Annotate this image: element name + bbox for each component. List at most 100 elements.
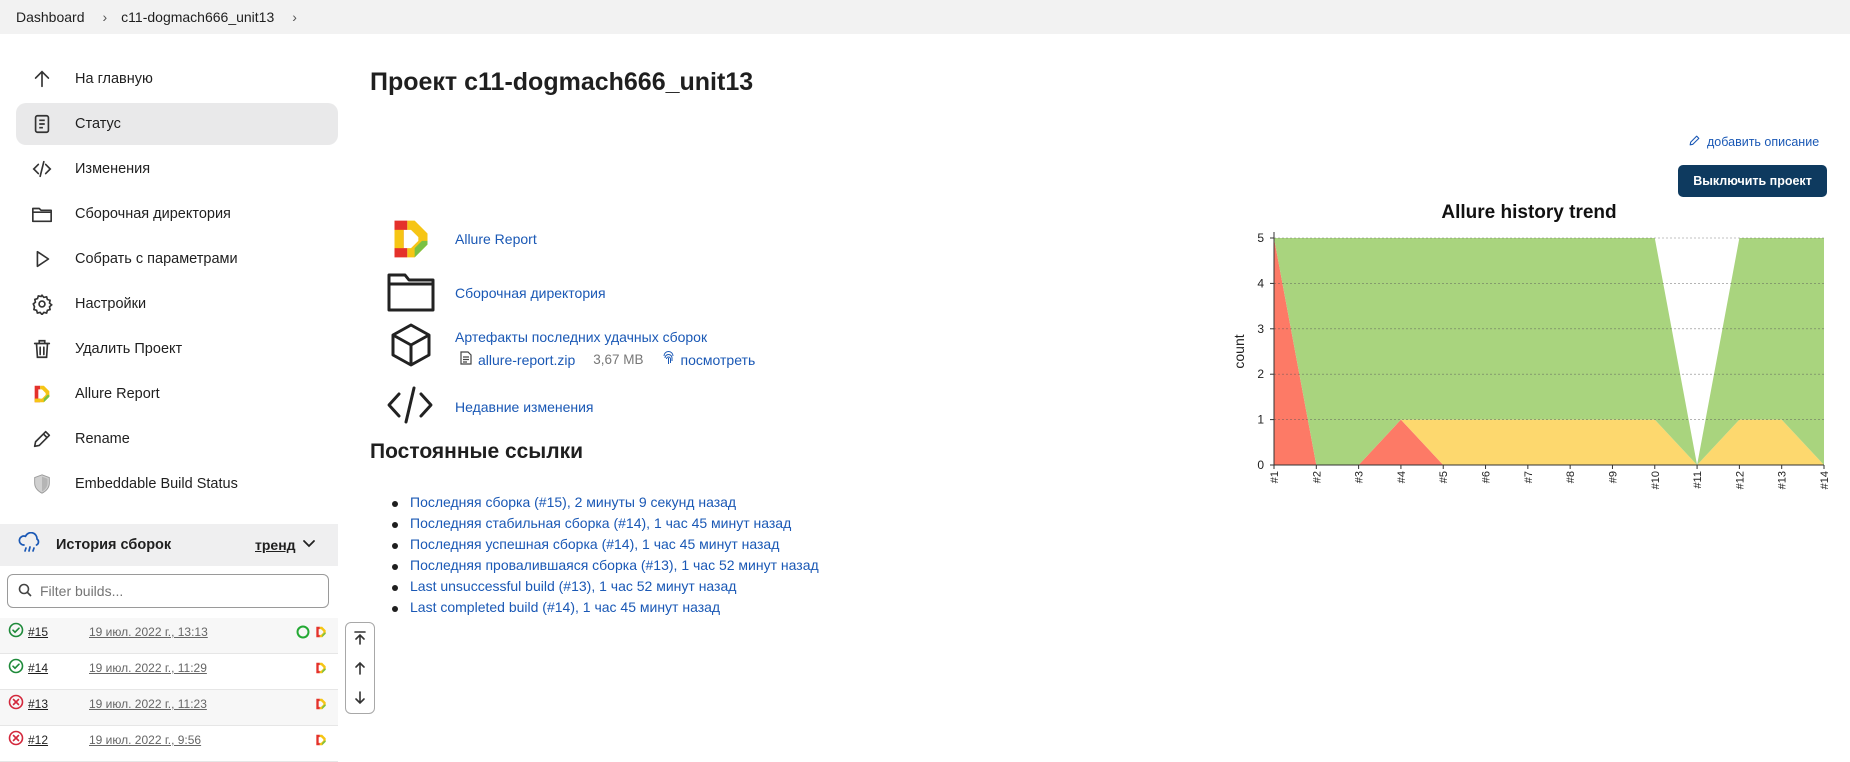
x-tick-label: #2 — [1311, 471, 1323, 483]
workspace-link[interactable]: Сборочная директория — [455, 285, 606, 301]
build-date[interactable]: 19 июл. 2022 г., 13:13 — [89, 625, 208, 639]
code-icon — [386, 385, 434, 430]
y-axis-label: count — [1231, 334, 1247, 368]
artifact-file-link[interactable]: allure-report.zip — [478, 351, 576, 368]
file-icon — [460, 351, 472, 368]
shield-icon — [30, 472, 54, 496]
sidebar-item-delete-project[interactable]: Удалить Проект — [16, 328, 338, 370]
x-tick-label: #4 — [1396, 471, 1408, 483]
chevron-right-icon[interactable]: › — [102, 9, 108, 25]
build-date[interactable]: 19 июл. 2022 г., 9:56 — [89, 733, 202, 747]
x-tick-label: #1 — [1269, 471, 1281, 483]
sidebar: На главную Статус Изменения Сборочная ди… — [16, 58, 338, 508]
scroll-up-icon[interactable] — [346, 653, 374, 683]
allure-history-trend-chart[interactable]: Allure history trend 0 1 2 3 4 5 #1 #2 #3 #4 #5 #6 #7… — [1230, 195, 1830, 495]
permalink-item[interactable]: Last completed build (#14), 1 час 45 мин… — [392, 599, 819, 620]
build-number[interactable]: #15 — [28, 625, 49, 639]
sidebar-item-home[interactable]: На главную — [16, 58, 338, 100]
build-row[interactable]: #15 19 июл. 2022 г., 13:13 — [0, 618, 338, 654]
artifact-view-link[interactable]: посмотреть — [680, 351, 756, 368]
x-tick-label: #13 — [1777, 471, 1789, 489]
breadcrumb-dashboard[interactable]: Dashboard — [16, 9, 85, 25]
y-tick-label: 1 — [1257, 413, 1264, 427]
add-description-link[interactable]: добавить описание — [1688, 134, 1819, 150]
build-number[interactable]: #12 — [28, 733, 49, 747]
filter-builds-input[interactable] — [40, 583, 320, 599]
package-icon — [388, 322, 434, 373]
build-badges — [314, 697, 328, 711]
build-number[interactable]: #13 — [28, 697, 49, 711]
build-badges — [296, 625, 328, 639]
sidebar-item-label: Rename — [75, 431, 130, 447]
artifact-size: 3,67 MB — [593, 352, 644, 367]
x-tick-label: #3 — [1354, 471, 1366, 483]
allure-report-link[interactable]: Allure Report — [455, 231, 537, 247]
sidebar-item-rename[interactable]: Rename — [16, 418, 338, 460]
sidebar-item-label: Изменения — [75, 161, 151, 177]
y-tick-label: 4 — [1257, 276, 1264, 290]
allure-icon[interactable] — [314, 625, 328, 639]
failed-icon — [8, 730, 24, 746]
chevron-right-icon[interactable]: › — [292, 9, 297, 25]
build-number[interactable]: #14 — [28, 661, 49, 675]
permalink-item[interactable]: Last unsuccessful build (#13), 1 час 52 … — [392, 578, 819, 599]
scroll-controls — [345, 622, 375, 714]
build-row[interactable]: #14 19 июл. 2022 г., 11:29 — [0, 654, 338, 690]
trash-icon — [30, 337, 54, 361]
sidebar-item-label: Сборочная директория — [75, 206, 231, 222]
sidebar-item-changes[interactable]: Изменения — [16, 148, 338, 190]
permalink-item[interactable]: Последняя успешная сборка (#14), 1 час 4… — [392, 536, 819, 557]
build-row[interactable]: #12 19 июл. 2022 г., 9:56 — [0, 726, 338, 762]
cloud-rain-icon — [18, 531, 42, 558]
build-row[interactable]: #13 19 июл. 2022 г., 11:23 — [0, 690, 338, 726]
sidebar-item-label: Embeddable Build Status — [75, 476, 238, 492]
scroll-top-icon[interactable] — [346, 623, 374, 653]
allure-icon[interactable] — [314, 733, 328, 747]
permalink-item[interactable]: Последняя стабильная сборка (#14), 1 час… — [392, 515, 819, 536]
permalink-item[interactable]: Последняя сборка (#15), 2 минуты 9 секун… — [392, 494, 819, 515]
failed-icon — [8, 694, 24, 710]
permalink-item[interactable]: Последняя провалившаяся сборка (#13), 1 … — [392, 557, 819, 578]
trend-link[interactable]: тренд — [255, 537, 296, 553]
sidebar-item-label: Удалить Проект — [75, 341, 183, 357]
recent-changes-link[interactable]: Недавние изменения — [455, 399, 594, 415]
sidebar-item-embeddable-build-status[interactable]: Embeddable Build Status — [16, 463, 338, 505]
build-date[interactable]: 19 июл. 2022 г., 11:29 — [89, 661, 207, 675]
permalinks-list: Последняя сборка (#15), 2 минуты 9 секун… — [392, 494, 819, 620]
sidebar-item-label: На главную — [75, 71, 153, 87]
sidebar-item-allure-report[interactable]: Allure Report — [16, 373, 338, 415]
sidebar-item-build-with-params[interactable]: Собрать с параметрами — [16, 238, 338, 280]
sidebar-item-workspace[interactable]: Сборочная директория — [16, 193, 338, 235]
sidebar-item-label: Статус — [75, 116, 121, 132]
allure-icon — [30, 382, 54, 406]
pencil-icon — [1688, 134, 1701, 150]
x-tick-label: #11 — [1692, 471, 1704, 489]
permalinks-heading: Постоянные ссылки — [370, 440, 584, 463]
build-badges — [314, 661, 328, 675]
scroll-down-icon[interactable] — [346, 683, 374, 713]
add-description-label: добавить описание — [1707, 135, 1820, 149]
sidebar-item-settings[interactable]: Настройки — [16, 283, 338, 325]
artifact-item: allure-report.zip 3,67 MB посмотреть — [460, 351, 755, 368]
y-tick-label: 0 — [1257, 458, 1264, 472]
sidebar-item-status[interactable]: Статус — [16, 103, 338, 145]
artifacts-link[interactable]: Артефакты последних удачных сборок — [455, 329, 708, 345]
x-tick-label: #8 — [1565, 471, 1577, 483]
play-icon — [30, 247, 54, 271]
success-icon — [8, 622, 24, 638]
filter-builds-field[interactable] — [7, 574, 329, 608]
build-history-title: История сборок — [56, 537, 172, 553]
chevron-down-icon[interactable] — [302, 536, 316, 554]
x-tick-label: #7 — [1523, 471, 1535, 483]
gear-icon — [30, 292, 54, 316]
allure-icon — [388, 217, 434, 266]
search-icon — [18, 583, 32, 600]
disable-project-button[interactable]: Выключить проект — [1678, 165, 1827, 197]
allure-icon[interactable] — [314, 697, 328, 711]
allure-icon[interactable] — [314, 661, 328, 675]
cucumber-icon[interactable] — [296, 625, 312, 639]
y-tick-label: 5 — [1257, 231, 1264, 245]
breadcrumb-project[interactable]: c11-dogmach666_unit13 — [121, 9, 275, 25]
build-date[interactable]: 19 июл. 2022 г., 11:23 — [89, 697, 207, 711]
sidebar-item-label: Собрать с параметрами — [75, 251, 238, 267]
